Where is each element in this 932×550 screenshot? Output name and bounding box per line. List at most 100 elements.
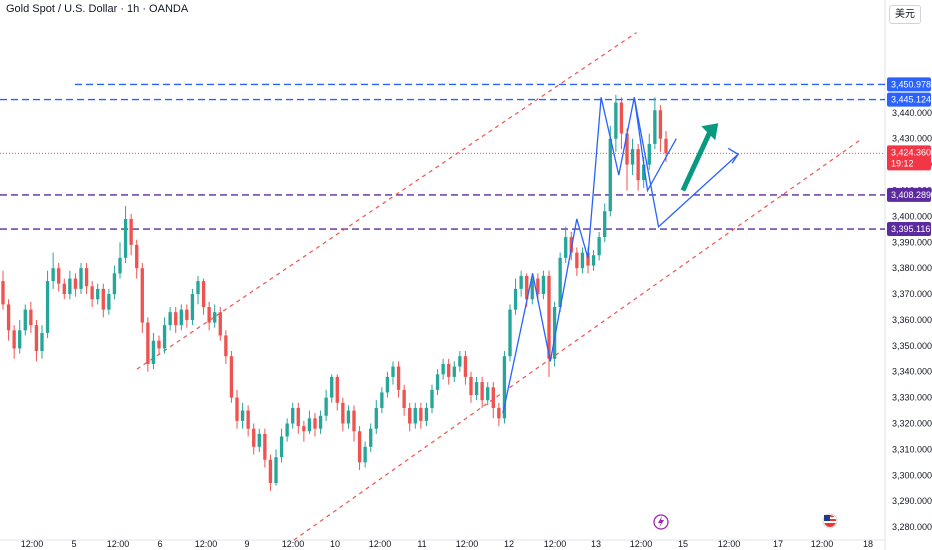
- candle-body: [435, 374, 440, 390]
- x-tick-label: 12:00: [369, 539, 392, 549]
- candle-body: [441, 363, 445, 375]
- level-badge: [887, 222, 931, 237]
- candle-body: [597, 237, 601, 256]
- candle-body: [413, 407, 417, 424]
- candle-body: [196, 281, 200, 295]
- x-tick-label: 12:00: [456, 539, 479, 549]
- candle-body: [268, 459, 273, 484]
- candle-body: [408, 407, 412, 424]
- candle-body: [90, 286, 94, 300]
- candle-body: [430, 389, 434, 408]
- candle-body: [140, 268, 144, 323]
- candle-body: [636, 149, 640, 181]
- candle-body: [101, 288, 105, 310]
- candle-body: [608, 138, 612, 212]
- candle-body: [603, 211, 607, 238]
- candle-body: [263, 433, 267, 460]
- candle-body: [458, 356, 462, 367]
- candle-body: [447, 363, 451, 377]
- x-tick-label: 6: [157, 539, 162, 549]
- candle-body: [107, 294, 111, 310]
- currency-button[interactable]: 美元: [889, 5, 921, 24]
- candles: [1, 94, 668, 491]
- candle-body: [519, 275, 523, 289]
- time-axis: 12:00 5 12:00 6 12:00 9 12:00 10 12:00 11 12:00 12 1…: [21, 539, 873, 549]
- candle-body: [257, 433, 261, 447]
- candle-body: [218, 312, 222, 336]
- candle-body: [664, 138, 668, 154]
- candle-body: [79, 268, 83, 289]
- x-tick-label: 12:00: [282, 539, 305, 549]
- candle-body: [73, 278, 78, 289]
- candle-body: [6, 304, 11, 331]
- y-tick-label: 3,300.000: [892, 470, 932, 480]
- candle-body: [129, 218, 133, 245]
- level-badge: [887, 77, 931, 92]
- level-badge: [887, 187, 931, 202]
- x-tick-label: 10: [330, 539, 340, 549]
- candle-body: [402, 389, 406, 408]
- y-tick-label: 3,350.000: [892, 341, 932, 351]
- x-tick-label: 12:00: [544, 539, 567, 549]
- candle-body: [240, 410, 245, 421]
- candle-body: [352, 410, 356, 432]
- candle-body: [580, 252, 585, 269]
- x-tick-label: 12:00: [811, 539, 834, 549]
- candle-body: [174, 312, 178, 326]
- candle-body: [341, 402, 345, 424]
- level-badges: 3,450.978 3,445.124 3,408.289 3,395.116 3,42…: [887, 77, 931, 237]
- candle-body: [23, 309, 27, 331]
- candle-body: [252, 428, 256, 447]
- x-tick-label: 12:00: [21, 539, 44, 549]
- current-price-badge: [887, 145, 931, 171]
- candle-body: [569, 237, 573, 253]
- grid: [0, 0, 886, 550]
- candle-body: [285, 423, 289, 437]
- flash-icon[interactable]: [653, 514, 669, 530]
- candle-body: [279, 436, 284, 458]
- y-tick-label: 3,430.000: [892, 134, 932, 144]
- candle-body: [474, 382, 479, 396]
- candle-body: [591, 255, 596, 266]
- candle-body: [135, 244, 139, 269]
- candle-body: [502, 356, 507, 419]
- candle-body: [558, 257, 562, 308]
- y-tick-label: 3,320.000: [892, 419, 932, 429]
- candle-body: [647, 143, 651, 165]
- symbol-title: Gold Spot / U.S. Dollar · 1h · OANDA: [6, 3, 189, 15]
- candle-body: [213, 312, 217, 323]
- level-badge-label: 3,445.124: [891, 95, 931, 105]
- candle-body: [34, 325, 39, 352]
- candle-body: [396, 366, 401, 390]
- y-tick-label: 3,440.000: [892, 108, 932, 118]
- channel-line: [136, 32, 637, 370]
- candle-body: [552, 307, 557, 359]
- candle-body: [190, 294, 195, 320]
- candle-body: [235, 397, 239, 421]
- x-tick-label: 12:00: [718, 539, 741, 549]
- candle-body: [480, 382, 484, 401]
- x-tick-label: 15: [678, 539, 688, 549]
- candle-body: [118, 257, 122, 274]
- candle-body: [29, 309, 33, 326]
- candle-body: [486, 387, 490, 401]
- current-price-countdown: 19:12: [891, 158, 914, 168]
- projection-path: [633, 97, 739, 229]
- candle-body: [84, 268, 89, 287]
- y-tick-label: 3,290.000: [892, 496, 932, 506]
- y-tick-label: 3,400.000: [892, 211, 932, 221]
- candle-body: [391, 366, 395, 377]
- candle-body: [369, 428, 373, 447]
- level-badge-label: 3,395.116: [891, 224, 930, 234]
- candle-body: [168, 312, 172, 326]
- candle-body: [564, 237, 568, 258]
- us-flag-icon[interactable]: [822, 513, 838, 529]
- y-tick-label: 3,360.000: [892, 315, 932, 325]
- candle-body: [463, 356, 468, 377]
- candle-body: [452, 366, 456, 377]
- green-arrow-head: [701, 123, 719, 141]
- candle-body: [307, 418, 312, 432]
- wave-path: [502, 97, 677, 414]
- candle-body: [291, 407, 295, 424]
